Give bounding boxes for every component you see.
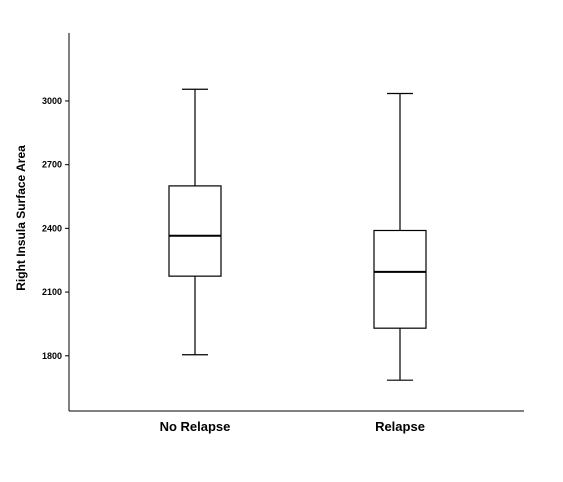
- x-category-label: Relapse: [375, 419, 425, 434]
- y-axis-ticks: 1800 2100 2400 2700 3000: [42, 96, 69, 361]
- box-series: [168, 88, 427, 381]
- x-axis-category-labels: No Relapse Relapse: [160, 419, 425, 434]
- box-1: [168, 88, 222, 356]
- x-category-label: No Relapse: [160, 419, 231, 434]
- interquartile-box: [373, 229, 427, 329]
- axes: [68, 33, 524, 412]
- y-tick-label: 1800: [42, 351, 62, 361]
- y-axis-title: Right Insula Surface Area: [14, 145, 28, 291]
- box-2: [373, 92, 427, 381]
- y-tick-label: 2100: [42, 287, 62, 297]
- y-tick-label: 2700: [42, 160, 62, 170]
- interquartile-box: [168, 185, 222, 277]
- y-tick-label: 2400: [42, 223, 62, 233]
- y-tick-label: 3000: [42, 96, 62, 106]
